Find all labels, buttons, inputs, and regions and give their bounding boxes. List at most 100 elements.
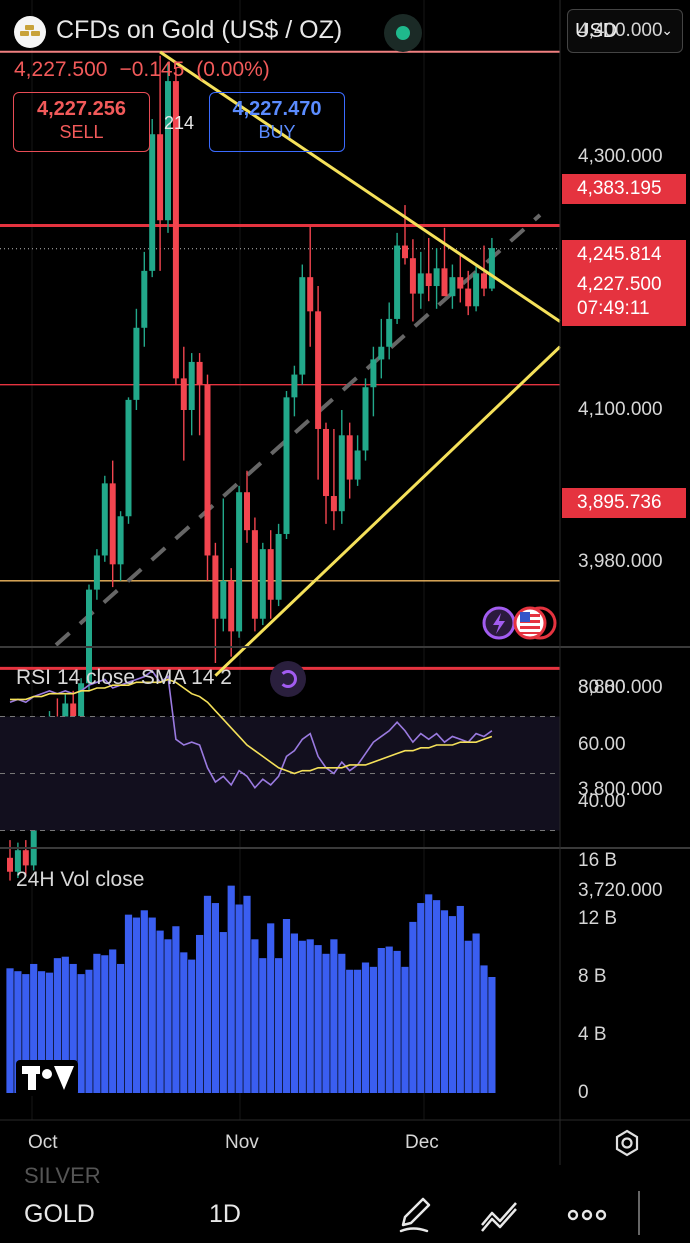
volume-series (6, 885, 496, 1093)
x-label-nov: Nov (225, 1132, 259, 1153)
volume-bar (488, 977, 496, 1093)
candle-body (149, 134, 156, 271)
currency-select[interactable]: USD ⌄ (567, 9, 683, 53)
candle-body (481, 273, 487, 289)
price-tick-label: 4,400.000 (578, 19, 663, 41)
volume-bar (448, 916, 456, 1093)
volume-bar (61, 956, 69, 1093)
candle-body (409, 258, 416, 294)
volume-bar (369, 966, 377, 1093)
candle-body (291, 374, 298, 398)
buy-price: 4,227.470 (232, 98, 322, 120)
candle-body (188, 361, 195, 410)
spread-value: 214 (164, 113, 195, 133)
candle-body (212, 555, 219, 619)
candle-body (417, 273, 424, 294)
rsi-tick-label: 60.00 (578, 734, 626, 755)
candle-body (117, 516, 124, 565)
previous-symbol[interactable]: SILVER (24, 1163, 101, 1188)
price-tick-label: 4,100.000 (578, 399, 663, 420)
volume-bar (156, 930, 164, 1093)
volume-label[interactable]: 24H Vol close (16, 868, 145, 891)
price-tick-label: 3,880.000 (578, 677, 663, 699)
candle-body (141, 270, 148, 328)
price-tag-resistance-mid: 4,245.814 (562, 240, 686, 270)
candle-body (101, 483, 108, 556)
volume-bar (330, 939, 338, 1093)
volume-tick-label: 0 (578, 1082, 589, 1103)
volume-tick-label: 16 B (578, 850, 618, 871)
volume-bar (235, 904, 243, 1093)
volume-bar (124, 914, 133, 1093)
chevron-down-icon: ⌄ (661, 22, 673, 38)
candle-body (30, 807, 37, 866)
indicators-icon[interactable] (478, 1195, 522, 1235)
volume-bar (164, 939, 172, 1093)
volume-bar (101, 955, 109, 1093)
candle-body (172, 81, 179, 379)
bottom-toolbar: SILVER GOLD 1D (0, 1163, 690, 1243)
volume-bar (227, 885, 235, 1093)
candle-body (196, 361, 203, 385)
candle-body (315, 311, 322, 429)
candle-body (362, 387, 369, 451)
pane-dividers (0, 0, 690, 1165)
volume-bar (22, 974, 30, 1093)
volume-bar (409, 921, 417, 1093)
symbol-header: CFDs on Gold (US$ / OZ) 4,227.500 −0.145 (… (0, 0, 560, 160)
candle-body (14, 850, 21, 872)
volume-bar (480, 965, 488, 1093)
volume-bar (251, 939, 259, 1093)
candle-body (78, 683, 85, 717)
rsi-label[interactable]: RSI 14 close SMA 14 2 (16, 666, 232, 689)
volume-bar (117, 963, 125, 1093)
rsi-pane (0, 669, 560, 831)
candle-body (180, 378, 187, 410)
candle-body (259, 549, 266, 619)
refresh-icon[interactable] (270, 661, 306, 697)
volume-bar (338, 953, 346, 1093)
candle-body (86, 589, 92, 684)
volume-bar (132, 917, 140, 1093)
candle-body (165, 81, 171, 221)
gold-bars-icon (14, 16, 46, 48)
volume-bar (377, 948, 385, 1093)
volume-bar (93, 953, 101, 1093)
symbol-button[interactable]: GOLD (24, 1200, 95, 1228)
trendline (159, 50, 561, 323)
symbol-title[interactable]: CFDs on Gold (US$ / OZ) (56, 16, 343, 44)
volume-bar (401, 966, 409, 1093)
events-icons[interactable] (480, 604, 560, 642)
last-price: 4,227.500 (14, 58, 108, 81)
volume-bar (77, 974, 85, 1093)
candle-body (22, 850, 29, 866)
candle-body (251, 530, 258, 619)
volume-bar (306, 939, 314, 1093)
candle-body (425, 273, 432, 287)
interval-button[interactable]: 1D (209, 1200, 241, 1228)
candle-body (275, 533, 282, 600)
pencil-icon[interactable] (393, 1195, 437, 1235)
candle-body (267, 549, 274, 600)
volume-bar (219, 932, 227, 1093)
price-tick-label: 3,980.000 (578, 550, 663, 572)
candle-body (433, 268, 440, 287)
volume-tick-label: 4 B (578, 1024, 607, 1045)
volume-bar (45, 972, 54, 1093)
more-icon[interactable] (565, 1195, 609, 1235)
candle-body (378, 346, 385, 360)
market-open-icon[interactable] (384, 14, 422, 52)
buy-button[interactable]: 4,227.470 BUY (209, 92, 345, 152)
volume-bar (275, 958, 283, 1093)
volume-bar (172, 926, 180, 1093)
settings-icon[interactable] (612, 1128, 642, 1158)
sell-button[interactable]: 4,227.256 SELL (13, 92, 150, 152)
volume-bar (464, 940, 472, 1093)
candle-body (7, 857, 13, 872)
volume-bar (440, 910, 449, 1093)
volume-bar (361, 962, 370, 1093)
volume-bar (14, 971, 22, 1093)
price-change: −0.145 (119, 58, 185, 81)
volume-bar (203, 895, 212, 1093)
